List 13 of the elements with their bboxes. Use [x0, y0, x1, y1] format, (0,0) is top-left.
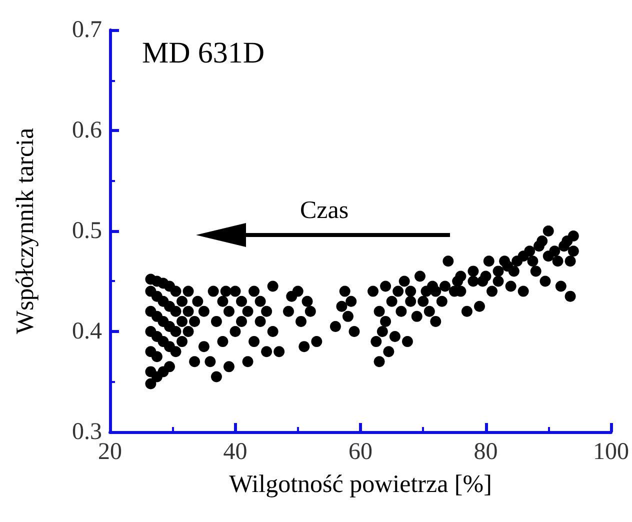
y-tick-label: 0.4 [72, 318, 102, 344]
x-tick-label: 80 [474, 439, 498, 465]
x-tick-label: 40 [223, 439, 248, 465]
y-tick-label: 0.6 [72, 118, 102, 144]
annotation: Czas [300, 197, 349, 224]
x-tick-label: 60 [348, 439, 372, 465]
chart-title: MD 631D [142, 36, 265, 70]
y-axis-title: Współczynnik tarcia [12, 128, 39, 334]
y-tick-label: 0.7 [72, 17, 102, 43]
x-tick-label: 100 [593, 439, 629, 465]
x-axis-title: Wilgotność powietrza [%] [229, 471, 492, 498]
x-tick-label: 20 [98, 439, 122, 465]
y-tick-label: 0.5 [72, 218, 102, 244]
